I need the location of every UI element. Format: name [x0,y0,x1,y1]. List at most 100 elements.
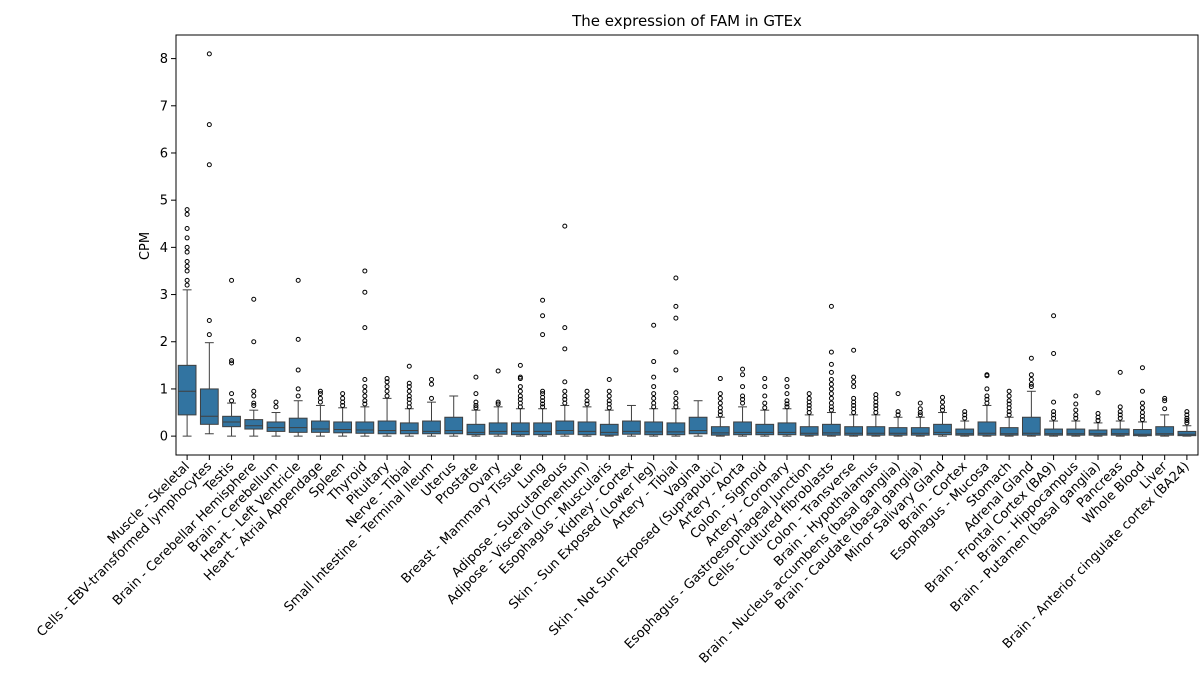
box-iqr [955,428,975,436]
outlier-point [984,393,990,399]
box-iqr [933,423,952,436]
outlier-point [295,277,301,283]
outlier-point [1117,415,1123,421]
outlier-point [473,399,479,405]
box-group [910,400,930,437]
outlier-point [1073,393,1079,399]
outlier-point [1051,415,1057,421]
outlier-point [184,277,190,283]
y-tick-label: 3 [160,288,168,303]
box-iqr [533,422,552,436]
outlier-point [1051,399,1057,405]
outlier-point [1006,398,1012,404]
outlier-point [584,398,590,404]
outlier-point [184,268,190,274]
box-group [1110,369,1130,437]
outlier-point [540,297,546,303]
outlier-point [406,363,412,369]
outlier-point [340,402,346,408]
outlier-point [406,396,412,402]
outlier-point [495,368,501,374]
outlier-point [1117,404,1123,410]
outlier-point [184,225,190,231]
outlier-point [362,268,368,274]
box-iqr [1021,416,1041,436]
outlier-point [762,376,768,382]
outlier-point [251,339,257,345]
outlier-point [184,282,190,288]
outlier-point [673,349,679,355]
box-group [333,391,353,437]
outlier-point [1073,412,1079,418]
outlier-point [251,388,257,394]
outlier-point [540,391,546,397]
box-group [555,223,575,437]
outlier-point [1162,406,1168,412]
outlier-point [517,393,523,399]
outlier-point [1006,393,1012,399]
outlier-point [806,395,812,401]
outlier-point [1028,381,1034,387]
box-iqr [466,423,486,436]
outlier-point [1028,384,1034,390]
outlier-point [317,388,323,394]
outlier-point [806,391,812,397]
outlier-point [473,391,479,397]
box-iqr [488,422,508,435]
outlier-point [828,369,834,375]
box-group [177,207,197,437]
outlier-point [251,296,257,302]
outlier-point [851,374,857,380]
box-group [622,404,641,437]
outlier-point [1095,418,1101,424]
outlier-point [606,388,612,394]
outlier-point [717,412,723,418]
box-group [1044,313,1063,437]
outlier-point [362,384,368,390]
box-group [355,268,375,437]
box-group [1021,355,1041,437]
box-iqr [577,421,597,436]
outlier-point [273,399,279,405]
outlier-point [362,393,368,399]
box-group [644,322,664,437]
outlier-point [806,406,812,412]
outlier-point [895,391,901,397]
box-group [288,277,308,437]
outlier-point [540,404,546,410]
outlier-point [784,401,790,407]
box-group [777,376,797,437]
outlier-point [473,405,479,411]
box-iqr [355,421,375,434]
outlier-point [1184,412,1190,418]
box-iqr [777,422,797,436]
y-tick-label: 6 [160,146,168,161]
outlier-point [1095,410,1101,416]
outlier-point [184,263,190,269]
outlier-point [406,393,412,399]
outlier-point [1139,405,1145,411]
outlier-point [673,315,679,321]
y-axis: 0 1 2 3 4 5 6 7 8 [160,52,176,445]
outlier-point [873,392,879,398]
box-group [933,394,952,437]
outlier-point [473,374,479,380]
outlier-point [717,405,723,411]
outlier-point [940,399,945,405]
outlier-point [828,303,834,309]
box-group [1088,390,1108,437]
outlier-point [1162,398,1168,404]
outlier-point [762,405,768,411]
box-iqr [199,388,219,425]
outlier-point [606,393,612,399]
outlier-point [1006,412,1012,418]
outlier-point [540,313,546,319]
box-group [1177,409,1197,437]
outlier-point [673,367,679,373]
outlier-point [1051,412,1057,418]
outlier-point [295,367,301,373]
box-iqr [688,416,708,435]
outlier-point [562,396,568,402]
outlier-point [1117,369,1123,375]
